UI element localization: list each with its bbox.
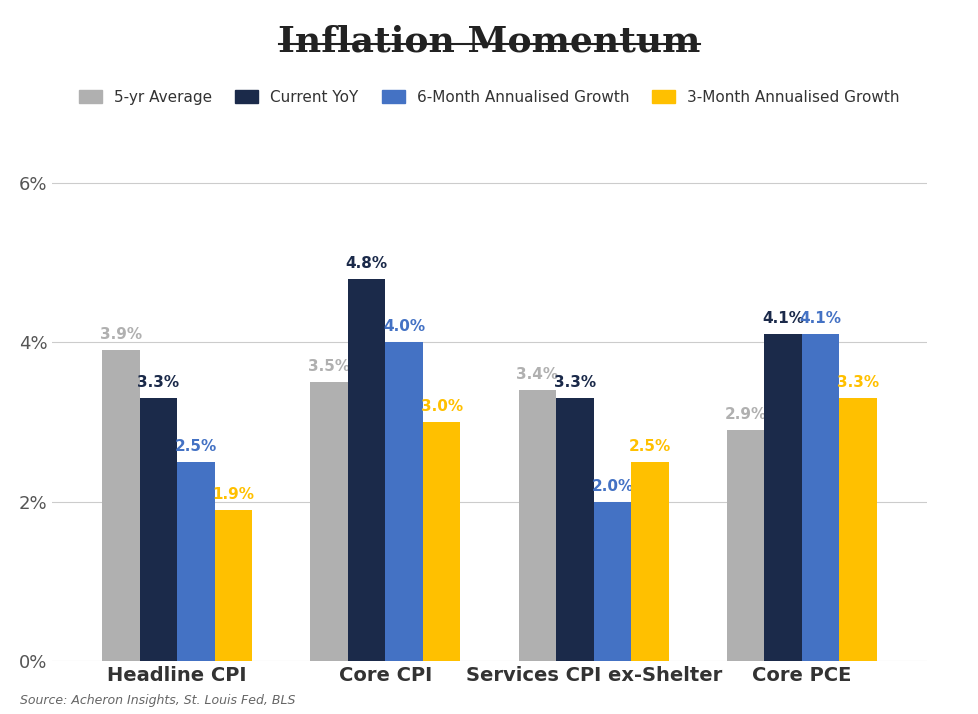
Text: 3.9%: 3.9% <box>100 327 142 342</box>
Bar <box>727 430 764 661</box>
Bar <box>310 382 347 661</box>
Bar <box>102 350 140 661</box>
Text: 3.0%: 3.0% <box>421 399 463 414</box>
Text: 3.3%: 3.3% <box>137 375 179 390</box>
Bar <box>214 510 251 661</box>
Text: 3.5%: 3.5% <box>308 359 350 374</box>
Text: 3.3%: 3.3% <box>554 375 596 390</box>
Text: 3.4%: 3.4% <box>515 367 557 382</box>
Bar <box>764 334 801 661</box>
Bar <box>593 501 631 661</box>
Bar <box>518 390 556 661</box>
Text: 2.5%: 2.5% <box>628 438 670 454</box>
Bar <box>556 398 593 661</box>
Bar <box>385 342 422 661</box>
Bar <box>177 462 214 661</box>
Bar <box>631 462 668 661</box>
Text: 2.0%: 2.0% <box>591 478 633 493</box>
Text: 1.9%: 1.9% <box>212 486 254 501</box>
Text: 4.1%: 4.1% <box>762 311 803 326</box>
Bar <box>801 334 838 661</box>
Text: 4.8%: 4.8% <box>345 256 387 271</box>
Bar <box>422 422 460 661</box>
Text: 2.9%: 2.9% <box>724 407 766 422</box>
Text: 4.0%: 4.0% <box>382 319 424 334</box>
Text: 3.3%: 3.3% <box>836 375 878 390</box>
Bar <box>838 398 876 661</box>
Text: 2.5%: 2.5% <box>174 438 217 454</box>
Legend: 5-yr Average, Current YoY, 6-Month Annualised Growth, 3-Month Annualised Growth: 5-yr Average, Current YoY, 6-Month Annua… <box>73 84 905 111</box>
Bar <box>140 398 177 661</box>
Text: Inflation Momentum: Inflation Momentum <box>278 25 700 59</box>
Bar <box>347 278 385 661</box>
Text: 4.1%: 4.1% <box>799 311 841 326</box>
Text: Source: Acheron Insights, St. Louis Fed, BLS: Source: Acheron Insights, St. Louis Fed,… <box>20 694 294 707</box>
